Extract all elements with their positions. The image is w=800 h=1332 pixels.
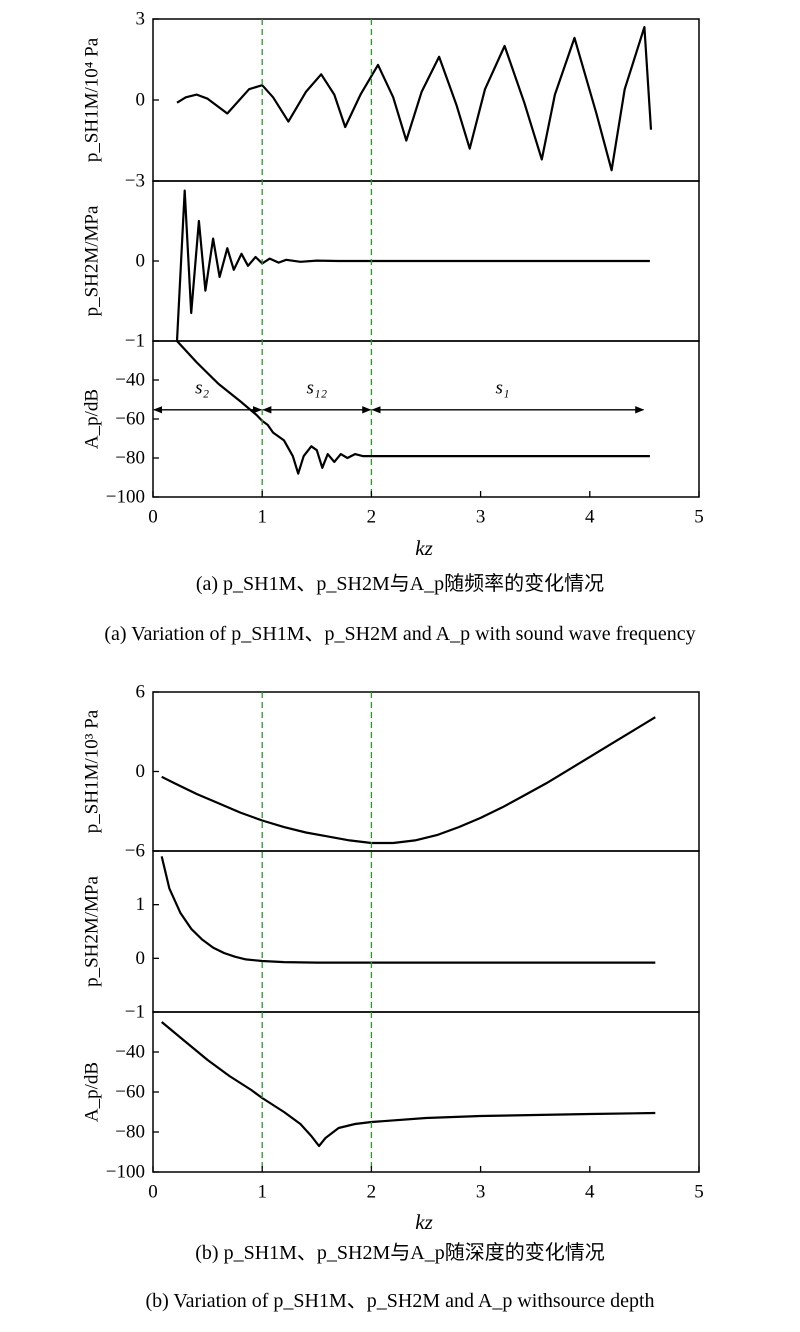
chart-b-panel-3-ylabel-text: A_p/dB [82,1062,103,1122]
chart-a-panel-2-ytick-label-0: 0 [136,251,146,272]
chart-b-panel-1-ytick-label-2: −6 [125,841,145,862]
chart-b-panel-3-series-line [160,1021,656,1148]
chart-a-panel-2-series-line [175,189,650,342]
chart-b-xtick-label-4: 4 [585,1182,595,1203]
chart-a-panel-3-region-label-1: s₁₂ [306,377,327,398]
chart-b-panel-3-ylabel: A_p/dB [82,1062,103,1122]
chart-a-panel-1-ylabel-text: p_SH1M/10⁴ Pa [82,37,103,162]
chart-a-panel-3-ytick-label-2: −80 [115,448,145,469]
chart-b-panel-3-ytick-label-3: −100 [106,1162,145,1183]
chart-a-panel-2-ylabel: p_SH2M/MPa [82,205,103,316]
chart-b-xlabel: kz [415,1210,433,1234]
chart-b-xtick-label-0: 0 [148,1182,158,1203]
chart-a-xtick-label-5: 5 [694,507,704,528]
chart-b-xtick-label-3: 3 [476,1182,486,1203]
chart-a-panel-3-region-label-2: s₁ [495,377,509,398]
chart-b-xtick-label-2: 2 [367,1182,377,1203]
chart-a-panel-3-ytick-label-0: −40 [115,370,145,391]
chart-b-panel-1-ytick-label-0: 6 [136,682,146,703]
chart-a-panel-2-ytick-label-1: −1 [125,331,145,352]
chart-a-panel-1-ylabel: p_SH1M/10⁴ Pa [82,37,103,162]
chart-b-panel-2-ytick-label-0: 1 [136,894,146,915]
chart-b-panel-3-ytick-label-1: −60 [115,1082,145,1103]
chart-b-panel-1-frame [152,691,700,852]
chart-a-panel-3-ytick-label-3: −100 [106,487,145,508]
chart-a-panel-1-frame [152,18,700,182]
chart-b-panel-2-frame [152,850,700,1013]
chart-a-xtick-label-0: 0 [148,507,158,528]
chart-a-panel-3-frame [152,340,700,498]
chart-b-panel-2-ytick-label-2: −1 [125,1002,145,1023]
caption-b-cn: (b) p_SH1M、p_SH2M与A_p随深度的变化情况 [195,1242,605,1264]
chart-a-panel-1-series-line [176,26,653,172]
chart-a-panel-3-region-label-0: s₂ [195,377,209,398]
chart-b-panel-3-frame [152,1011,700,1173]
chart-a-panel-3-ylabel: A_p/dB [82,389,103,449]
chart-b-panel-2-series-line [160,856,656,964]
caption-b-en: (b) Variation of p_SH1M、p_SH2M and A_p w… [145,1290,655,1312]
chart-a-panel-3-ytick-label-1: −60 [115,409,145,430]
chart-b-xtick-label-5: 5 [694,1182,704,1203]
chart-b-panel-2-ylabel-text: p_SH2M/MPa [82,876,103,987]
chart-a-panel-1-ytick-label-1: 0 [136,90,146,111]
chart-a-panel-3-ylabel-text: A_p/dB [82,389,103,449]
chart-a-xlabel: kz [415,536,433,560]
chart-b-panel-3-ytick-label-0: −40 [115,1042,145,1063]
chart-a-xtick-label-2: 2 [367,507,377,528]
chart-b-panel-1-ylabel-text: p_SH1M/10³ Pa [82,709,103,833]
chart-a-panel-1-ytick-label-0: 3 [136,9,146,30]
chart-b-xtick-label-1: 1 [257,1182,267,1203]
chart-b-panel-2-ytick-label-1: 0 [136,948,146,969]
chart-b-panel-1-ytick-label-1: 0 [136,761,146,782]
chart-b-panel-1-series-line [161,716,656,845]
chart-a-panel-3-series-line [176,340,650,475]
chart-a-xtick-label-4: 4 [585,507,595,528]
chart-a-panel-1-ytick-label-2: −3 [125,171,145,192]
chart-a-xtick-label-1: 1 [257,507,267,528]
chart-b-panel-2-ylabel: p_SH2M/MPa [82,876,103,987]
chart-a-xtick-label-3: 3 [476,507,486,528]
chart-b-panel-3-ytick-label-2: −80 [115,1122,145,1143]
chart-b-panel-1-ylabel: p_SH1M/10³ Pa [82,709,103,833]
chart-a-panel-2-ylabel-text: p_SH2M/MPa [82,205,103,316]
caption-a-en: (a) Variation of p_SH1M、p_SH2M and A_p w… [104,623,696,645]
caption-a-cn: (a) p_SH1M、p_SH2M与A_p随频率的变化情况 [195,573,605,595]
